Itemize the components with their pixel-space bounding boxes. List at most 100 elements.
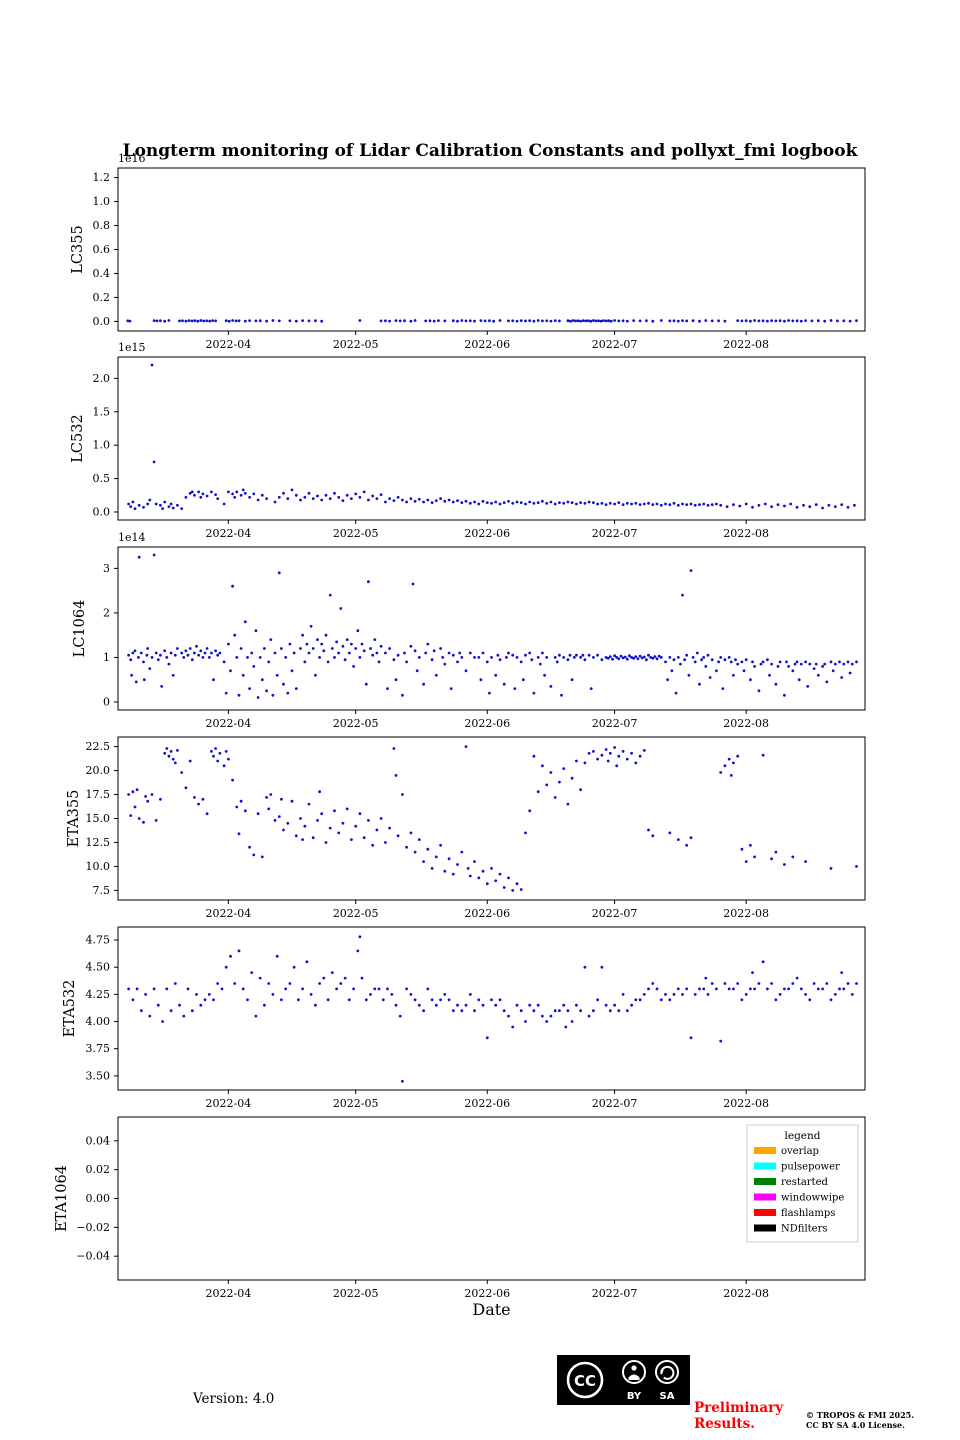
svg-text:7.5: 7.5 — [93, 884, 111, 897]
svg-text:2022-08: 2022-08 — [723, 1287, 769, 1300]
svg-text:0.02: 0.02 — [86, 1163, 111, 1176]
sa-label: SA — [660, 1391, 675, 1402]
svg-text:15.0: 15.0 — [86, 812, 111, 825]
scatter-points — [126, 319, 858, 323]
preliminary-results-note: Preliminary Results. — [694, 1400, 783, 1432]
svg-text:4.25: 4.25 — [86, 988, 111, 1001]
svg-text:2022-05: 2022-05 — [333, 907, 379, 920]
x-axis-ticks: 2022-04 2022-05 2022-06 2022-07 2022-08 — [205, 1090, 769, 1110]
svg-text:10.0: 10.0 — [86, 860, 111, 873]
axes-frame — [117, 546, 866, 711]
svg-text:2022-06: 2022-06 — [464, 338, 510, 351]
svg-text:0.8: 0.8 — [93, 219, 111, 232]
legend-title: legend — [785, 1130, 821, 1142]
scatter-points — [127, 553, 858, 699]
svg-text:3.50: 3.50 — [86, 1069, 111, 1082]
legend-label-NDfilters: NDfilters — [781, 1224, 827, 1235]
version-text: Version: 4.0 — [193, 1391, 275, 1407]
svg-text:2022-05: 2022-05 — [333, 1097, 379, 1110]
svg-text:2022-08: 2022-08 — [723, 338, 769, 351]
svg-text:1.5: 1.5 — [93, 405, 111, 418]
sa-circle-icon — [655, 1360, 679, 1384]
legend-swatch-pulsepower — [754, 1162, 776, 1170]
svg-text:2022-04: 2022-04 — [205, 527, 251, 540]
svg-text:2022-07: 2022-07 — [592, 717, 638, 730]
legend-swatch-restarted — [754, 1178, 776, 1185]
cc-letters: CC — [574, 1372, 596, 1390]
svg-text:2022-06: 2022-06 — [464, 1287, 510, 1300]
scale-offset-text: 1e15 — [118, 341, 146, 354]
svg-text:2022-07: 2022-07 — [592, 527, 638, 540]
plot-lc1064: 0 1 2 3 2022-04 2022-05 2022-06 2022-07 2022-08 1… — [72, 531, 866, 730]
axes-frame — [117, 356, 866, 521]
legend-label-windowwipe: windowwipe — [781, 1193, 844, 1204]
svg-text:2022-06: 2022-06 — [464, 717, 510, 730]
svg-text:20.0: 20.0 — [86, 764, 111, 777]
by-circle-icon — [622, 1360, 646, 1384]
svg-text:0.0: 0.0 — [93, 315, 111, 328]
copyright-line1: © TROPOS & FMI 2025. — [806, 1410, 915, 1420]
legend-swatch-flashlamps — [754, 1209, 776, 1216]
svg-text:2022-08: 2022-08 — [723, 527, 769, 540]
svg-text:−0.04: −0.04 — [76, 1250, 110, 1263]
svg-text:0: 0 — [103, 695, 110, 708]
svg-text:2022-05: 2022-05 — [333, 338, 379, 351]
person-icon — [631, 1365, 637, 1371]
svg-text:2022-08: 2022-08 — [723, 1097, 769, 1110]
svg-text:2022-07: 2022-07 — [592, 907, 638, 920]
scale-offset-text: 1e16 — [118, 152, 146, 165]
y-axis-label-lc532: LC532 — [70, 414, 86, 462]
svg-text:2022-04: 2022-04 — [205, 1287, 251, 1300]
y-axis-ticks: 3.50 3.75 4.00 4.25 4.50 4.75 — [86, 934, 118, 1082]
axes-frame — [117, 167, 866, 332]
svg-text:0.00: 0.00 — [86, 1192, 111, 1205]
svg-text:4.75: 4.75 — [86, 934, 111, 947]
svg-text:2022-07: 2022-07 — [592, 1097, 638, 1110]
svg-text:1: 1 — [103, 651, 110, 664]
y-axis-label-lc1064: LC1064 — [72, 600, 88, 658]
legend-label-restarted: restarted — [781, 1177, 829, 1188]
y-axis-label-lc355: LC355 — [70, 225, 86, 273]
y-axis-ticks: 0.0 0.2 0.4 0.6 0.8 1.0 1.2 — [93, 171, 118, 328]
svg-text:2022-04: 2022-04 — [205, 907, 251, 920]
sa-arrow-icon — [660, 1365, 675, 1380]
figure-title: Longterm monitoring of Lidar Calibration… — [122, 141, 858, 161]
svg-text:1.0: 1.0 — [93, 439, 111, 452]
y-axis-ticks: 0.0 0.5 1.0 1.5 2.0 — [93, 372, 118, 518]
svg-text:2: 2 — [103, 606, 110, 619]
svg-text:2022-05: 2022-05 — [333, 1287, 379, 1300]
svg-text:2022-06: 2022-06 — [464, 907, 510, 920]
svg-text:2022-05: 2022-05 — [333, 527, 379, 540]
person-body-icon — [628, 1374, 640, 1380]
svg-text:2022-07: 2022-07 — [592, 1287, 638, 1300]
preliminary-line2: Results. — [694, 1416, 755, 1432]
svg-text:−0.02: −0.02 — [76, 1221, 110, 1234]
svg-text:1.0: 1.0 — [93, 195, 111, 208]
y-axis-ticks: 0 1 2 3 — [103, 562, 118, 708]
svg-text:4.50: 4.50 — [86, 961, 111, 974]
svg-text:2022-04: 2022-04 — [205, 338, 251, 351]
x-axis-ticks: 2022-04 2022-05 2022-06 2022-07 2022-08 — [205, 331, 769, 351]
axes-frame — [117, 926, 866, 1091]
svg-text:0.4: 0.4 — [93, 267, 111, 280]
svg-text:2022-08: 2022-08 — [723, 717, 769, 730]
x-axis-ticks: 2022-04 2022-05 2022-06 2022-07 2022-08 — [205, 900, 769, 920]
x-axis-ticks: 2022-04 2022-05 2022-06 2022-07 2022-08 — [205, 710, 769, 730]
svg-text:2022-04: 2022-04 — [205, 717, 251, 730]
svg-text:2022-06: 2022-06 — [464, 527, 510, 540]
svg-text:2022-07: 2022-07 — [592, 338, 638, 351]
copyright-line2: CC BY SA 4.0 License. — [806, 1420, 905, 1430]
legend: legend overlap pulsepower restarted windowwi… — [746, 1124, 859, 1243]
sa-arrowhead-icon — [660, 1370, 664, 1375]
svg-text:0.5: 0.5 — [93, 472, 111, 485]
svg-text:2022-08: 2022-08 — [723, 907, 769, 920]
svg-text:3: 3 — [103, 562, 110, 575]
cc-circle-icon — [566, 1361, 604, 1399]
plot-eta1064: −0.04 −0.02 0.00 0.02 0.04 2022-04 2022-05 2022… — [54, 1116, 866, 1300]
svg-text:0.04: 0.04 — [86, 1134, 111, 1147]
svg-text:4.00: 4.00 — [86, 1015, 111, 1028]
legend-label-overlap: overlap — [781, 1146, 819, 1157]
